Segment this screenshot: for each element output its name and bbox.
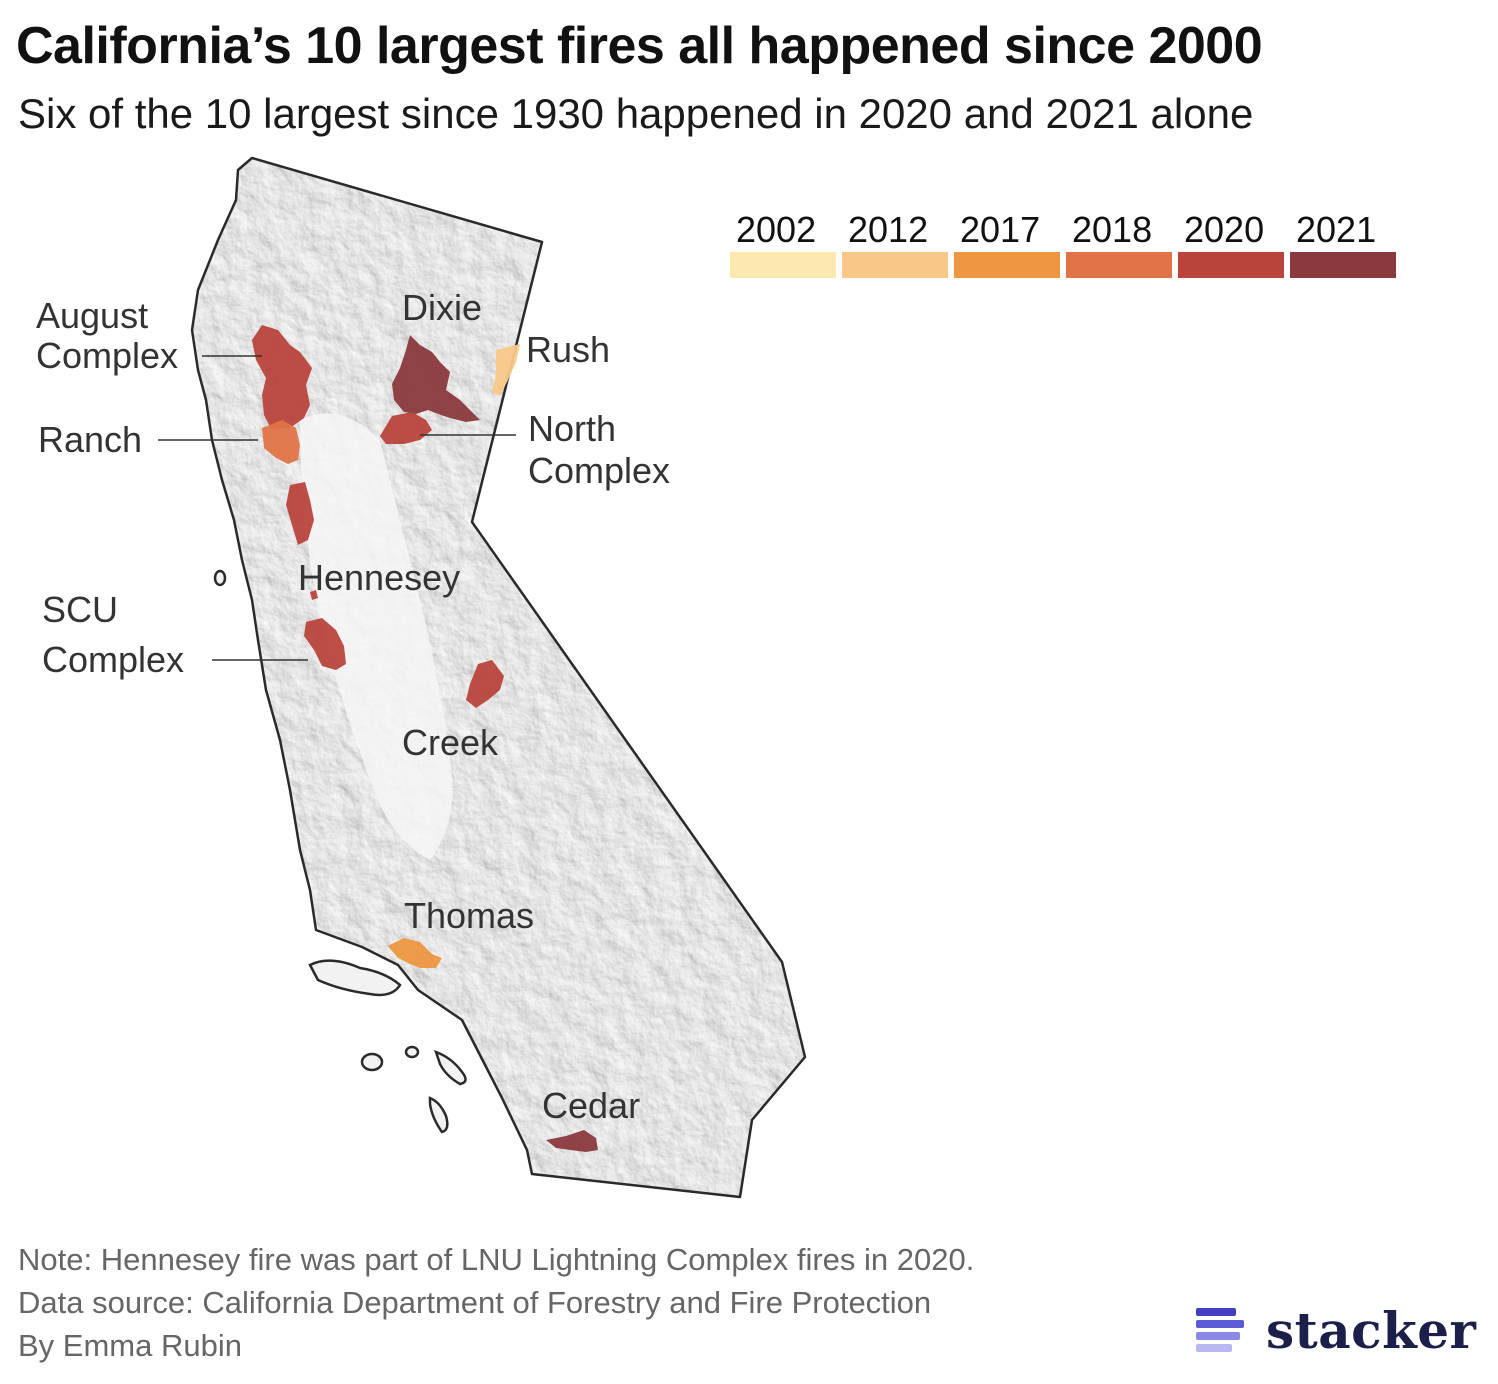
- central-valley: [300, 413, 453, 860]
- legend-label-2021: 2021: [1296, 209, 1376, 250]
- label-dixie: Dixie: [402, 287, 482, 328]
- island-farallon: [213, 569, 227, 587]
- fire-creek: [466, 660, 504, 708]
- island-santa-barbara: [360, 1052, 384, 1072]
- label-north-1: North: [528, 408, 616, 449]
- legend-swatch-2021: [1290, 252, 1396, 278]
- fire-scu-complex: [304, 618, 346, 670]
- label-rush: Rush: [526, 329, 610, 370]
- fire-ranch: [262, 420, 300, 464]
- label-august-2: Complex: [36, 335, 178, 376]
- logo-bar: [1196, 1320, 1244, 1328]
- label-north-2: Complex: [528, 450, 670, 491]
- stacker-logo-icon: [1196, 1306, 1244, 1354]
- fire-august-complex: [252, 325, 312, 430]
- fire-august-south: [286, 482, 314, 545]
- label-scu-1: SCU: [42, 589, 118, 630]
- legend-swatch-2018: [1066, 252, 1172, 278]
- byline-text: By Emma Rubin: [18, 1328, 242, 1363]
- label-creek: Creek: [402, 722, 499, 763]
- island-small: [404, 1045, 420, 1059]
- fire-thomas: [388, 938, 442, 968]
- fire-rush: [492, 344, 520, 396]
- legend-label-2018: 2018: [1072, 209, 1152, 250]
- california-outline: [190, 156, 807, 1199]
- island-san-clemente: [428, 1096, 449, 1134]
- fire-cedar: [546, 1130, 598, 1152]
- legend-swatch-2017: [954, 252, 1060, 278]
- label-hennesey: Hennesey: [298, 557, 460, 598]
- legend-swatch-2012: [842, 252, 948, 278]
- legend-label-2002: 2002: [736, 209, 816, 250]
- leader-lines: [158, 355, 516, 661]
- chart-subtitle: Six of the 10 largest since 1930 happene…: [18, 90, 1254, 137]
- legend-swatch-2020: [1178, 252, 1284, 278]
- fire-perimeters: [252, 325, 598, 1152]
- island-santa-rosa: [308, 959, 402, 997]
- label-scu-2: Complex: [42, 639, 184, 680]
- legend-label-2020: 2020: [1184, 209, 1264, 250]
- fire-dixie: [392, 335, 480, 422]
- legend-label-2012: 2012: [848, 209, 928, 250]
- note-text: Note: Hennesey fire was part of LNU Ligh…: [18, 1242, 975, 1277]
- year-legend: 2002 2012 2017 2018 2020 2021: [730, 209, 1396, 278]
- island-catalina: [433, 1049, 467, 1086]
- footnotes: Note: Hennesey fire was part of LNU Ligh…: [18, 1238, 974, 1367]
- fire-labels: August Complex Ranch Dixie Rush North Co…: [36, 287, 670, 1126]
- label-ranch: Ranch: [38, 419, 142, 460]
- source-text: Data source: California Department of Fo…: [18, 1285, 932, 1320]
- chart-title: California’s 10 largest fires all happen…: [16, 17, 1263, 75]
- channel-islands: [213, 569, 467, 1134]
- stacker-logo: stacker: [1196, 1300, 1476, 1360]
- fire-north-complex: [380, 412, 432, 444]
- logo-bar: [1196, 1308, 1236, 1316]
- label-thomas: Thomas: [404, 895, 534, 936]
- legend-swatch-2002: [730, 252, 836, 278]
- fire-hennesey: [310, 590, 318, 600]
- stacker-logo-text: stacker: [1266, 1300, 1477, 1360]
- logo-bar: [1196, 1344, 1232, 1352]
- label-august-1: August: [36, 295, 148, 336]
- logo-bar: [1196, 1332, 1240, 1340]
- legend-label-2017: 2017: [960, 209, 1040, 250]
- label-cedar: Cedar: [542, 1085, 640, 1126]
